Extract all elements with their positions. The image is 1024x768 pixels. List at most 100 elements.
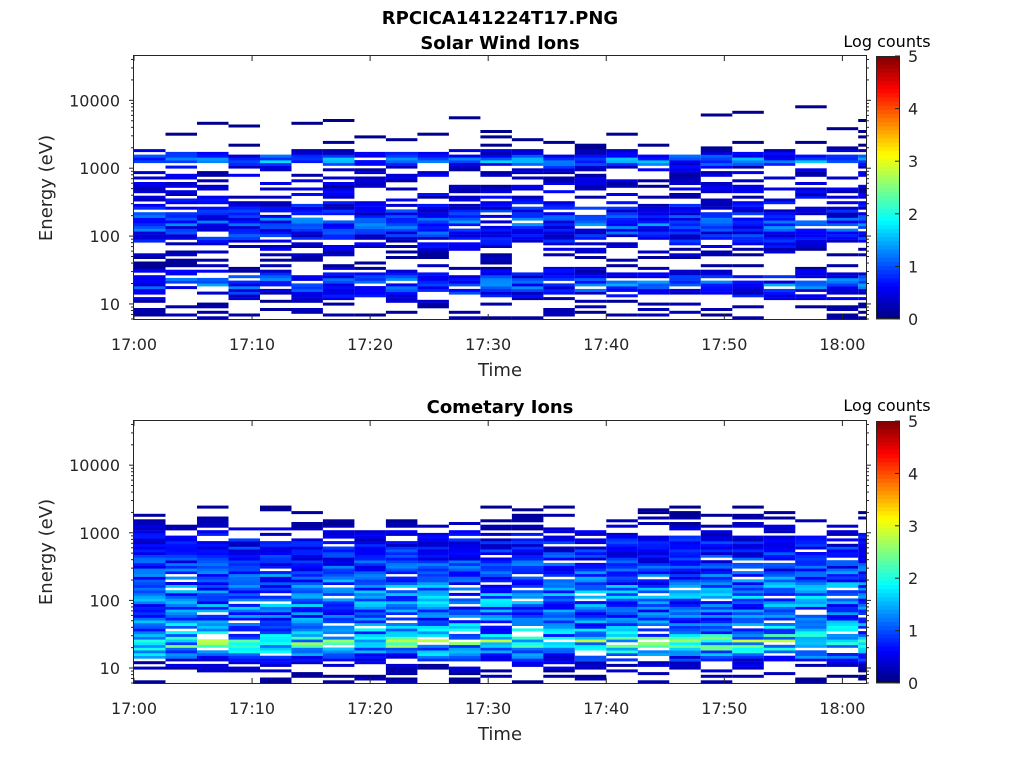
heatmap-cell bbox=[700, 198, 733, 202]
heatmap-cell bbox=[448, 160, 481, 164]
heatmap-cell bbox=[165, 225, 197, 229]
heatmap-cell bbox=[826, 190, 859, 194]
heatmap-cell bbox=[228, 623, 260, 626]
heatmap-cell bbox=[543, 584, 575, 588]
heatmap-cell bbox=[165, 182, 197, 185]
heatmap-cell bbox=[700, 653, 733, 656]
heatmap-cell bbox=[228, 228, 260, 232]
colorbar-segment bbox=[876, 310, 900, 316]
heatmap-cell bbox=[511, 297, 544, 301]
heatmap-cell bbox=[260, 231, 292, 235]
heatmap-cell bbox=[197, 258, 229, 262]
heatmap-cell bbox=[260, 283, 292, 287]
heatmap-cell bbox=[763, 297, 796, 301]
x-tick-label: 17:20 bbox=[347, 335, 393, 354]
heatmap-cell bbox=[417, 256, 449, 259]
heatmap-cell bbox=[417, 571, 449, 575]
colorbar-segment bbox=[876, 470, 900, 475]
heatmap-cell bbox=[543, 247, 575, 251]
heatmap-cell bbox=[322, 280, 355, 284]
heatmap-cell bbox=[543, 313, 575, 317]
heatmap-cell bbox=[795, 579, 827, 583]
heatmap-cell bbox=[795, 590, 827, 594]
heatmap-cell bbox=[795, 663, 827, 667]
heatmap-cell bbox=[511, 171, 544, 175]
heatmap-cell bbox=[669, 565, 701, 569]
heatmap-cell bbox=[826, 530, 859, 534]
heatmap-cell bbox=[322, 190, 355, 194]
heatmap-cell bbox=[669, 653, 701, 656]
heatmap-cell bbox=[448, 612, 481, 615]
heatmap-cell bbox=[448, 628, 481, 632]
colorbar-segment bbox=[876, 84, 900, 90]
heatmap-cell bbox=[637, 565, 670, 569]
heatmap-cell bbox=[700, 187, 733, 191]
heatmap-cell bbox=[354, 552, 386, 555]
heatmap-cell bbox=[669, 631, 701, 635]
heatmap-cell bbox=[354, 633, 386, 637]
heatmap-cell bbox=[637, 203, 670, 207]
heatmap-cell bbox=[260, 239, 292, 243]
heatmap-cell bbox=[291, 601, 323, 605]
heatmap-cell bbox=[354, 628, 386, 632]
heatmap-cell bbox=[322, 557, 355, 561]
heatmap-cell bbox=[795, 280, 827, 284]
heatmap-cell bbox=[228, 576, 260, 580]
heatmap-cell bbox=[480, 149, 512, 153]
heatmap-cell bbox=[197, 519, 229, 523]
heatmap-cell bbox=[795, 266, 827, 270]
colorbar-segment bbox=[876, 519, 900, 524]
heatmap-cell bbox=[480, 519, 512, 523]
colorbar-tick-label: 5 bbox=[908, 412, 918, 431]
heatmap-cell bbox=[543, 617, 575, 621]
heatmap-cell bbox=[197, 549, 229, 553]
heatmap-cell bbox=[480, 603, 512, 607]
heatmap-cell bbox=[480, 606, 512, 610]
heatmap-cell bbox=[448, 165, 481, 169]
heatmap-cell bbox=[795, 633, 827, 637]
heatmap-cell bbox=[543, 644, 575, 648]
heatmap-cell bbox=[511, 225, 544, 229]
heatmap-cell bbox=[858, 617, 866, 621]
heatmap-cell bbox=[511, 601, 544, 605]
heatmap-cell bbox=[795, 565, 827, 569]
heatmap-cell bbox=[574, 552, 607, 555]
heatmap-cell bbox=[574, 628, 607, 632]
heatmap-cell bbox=[480, 225, 512, 229]
heatmap-cell bbox=[480, 206, 512, 210]
heatmap-cell bbox=[763, 280, 796, 284]
heatmap-cell bbox=[732, 524, 764, 528]
heatmap-cell bbox=[417, 275, 449, 279]
heatmap-cell bbox=[637, 214, 670, 218]
heatmap-cell bbox=[826, 661, 859, 665]
heatmap-cell bbox=[858, 212, 866, 216]
heatmap-cell bbox=[574, 661, 607, 665]
heatmap-cell bbox=[700, 201, 733, 205]
heatmap-cell bbox=[858, 603, 866, 607]
heatmap-cell bbox=[385, 653, 418, 656]
heatmap-cell bbox=[795, 288, 827, 292]
heatmap-cell bbox=[228, 661, 260, 665]
heatmap-cell bbox=[291, 554, 323, 558]
heatmap-cell bbox=[858, 623, 866, 626]
heatmap-cell bbox=[669, 171, 701, 175]
heatmap-cell bbox=[637, 313, 670, 317]
heatmap-cell bbox=[763, 625, 796, 629]
heatmap-cell bbox=[322, 642, 355, 646]
heatmap-cell bbox=[322, 182, 355, 185]
heatmap-cell bbox=[134, 571, 166, 575]
heatmap-cell bbox=[354, 636, 386, 640]
heatmap-cell bbox=[574, 184, 607, 188]
heatmap-cell bbox=[574, 606, 607, 610]
heatmap-cell bbox=[322, 655, 355, 659]
heatmap-cell bbox=[732, 644, 764, 648]
heatmap-cell bbox=[448, 195, 481, 199]
y-tick-label: 100 bbox=[89, 591, 120, 610]
heatmap-cell bbox=[480, 674, 512, 678]
heatmap-cell bbox=[417, 250, 449, 254]
heatmap-cell bbox=[480, 160, 512, 164]
heatmap-cell bbox=[700, 636, 733, 640]
heatmap-cell bbox=[637, 543, 670, 547]
heatmap-cell bbox=[354, 206, 386, 210]
heatmap-cell bbox=[669, 154, 701, 158]
